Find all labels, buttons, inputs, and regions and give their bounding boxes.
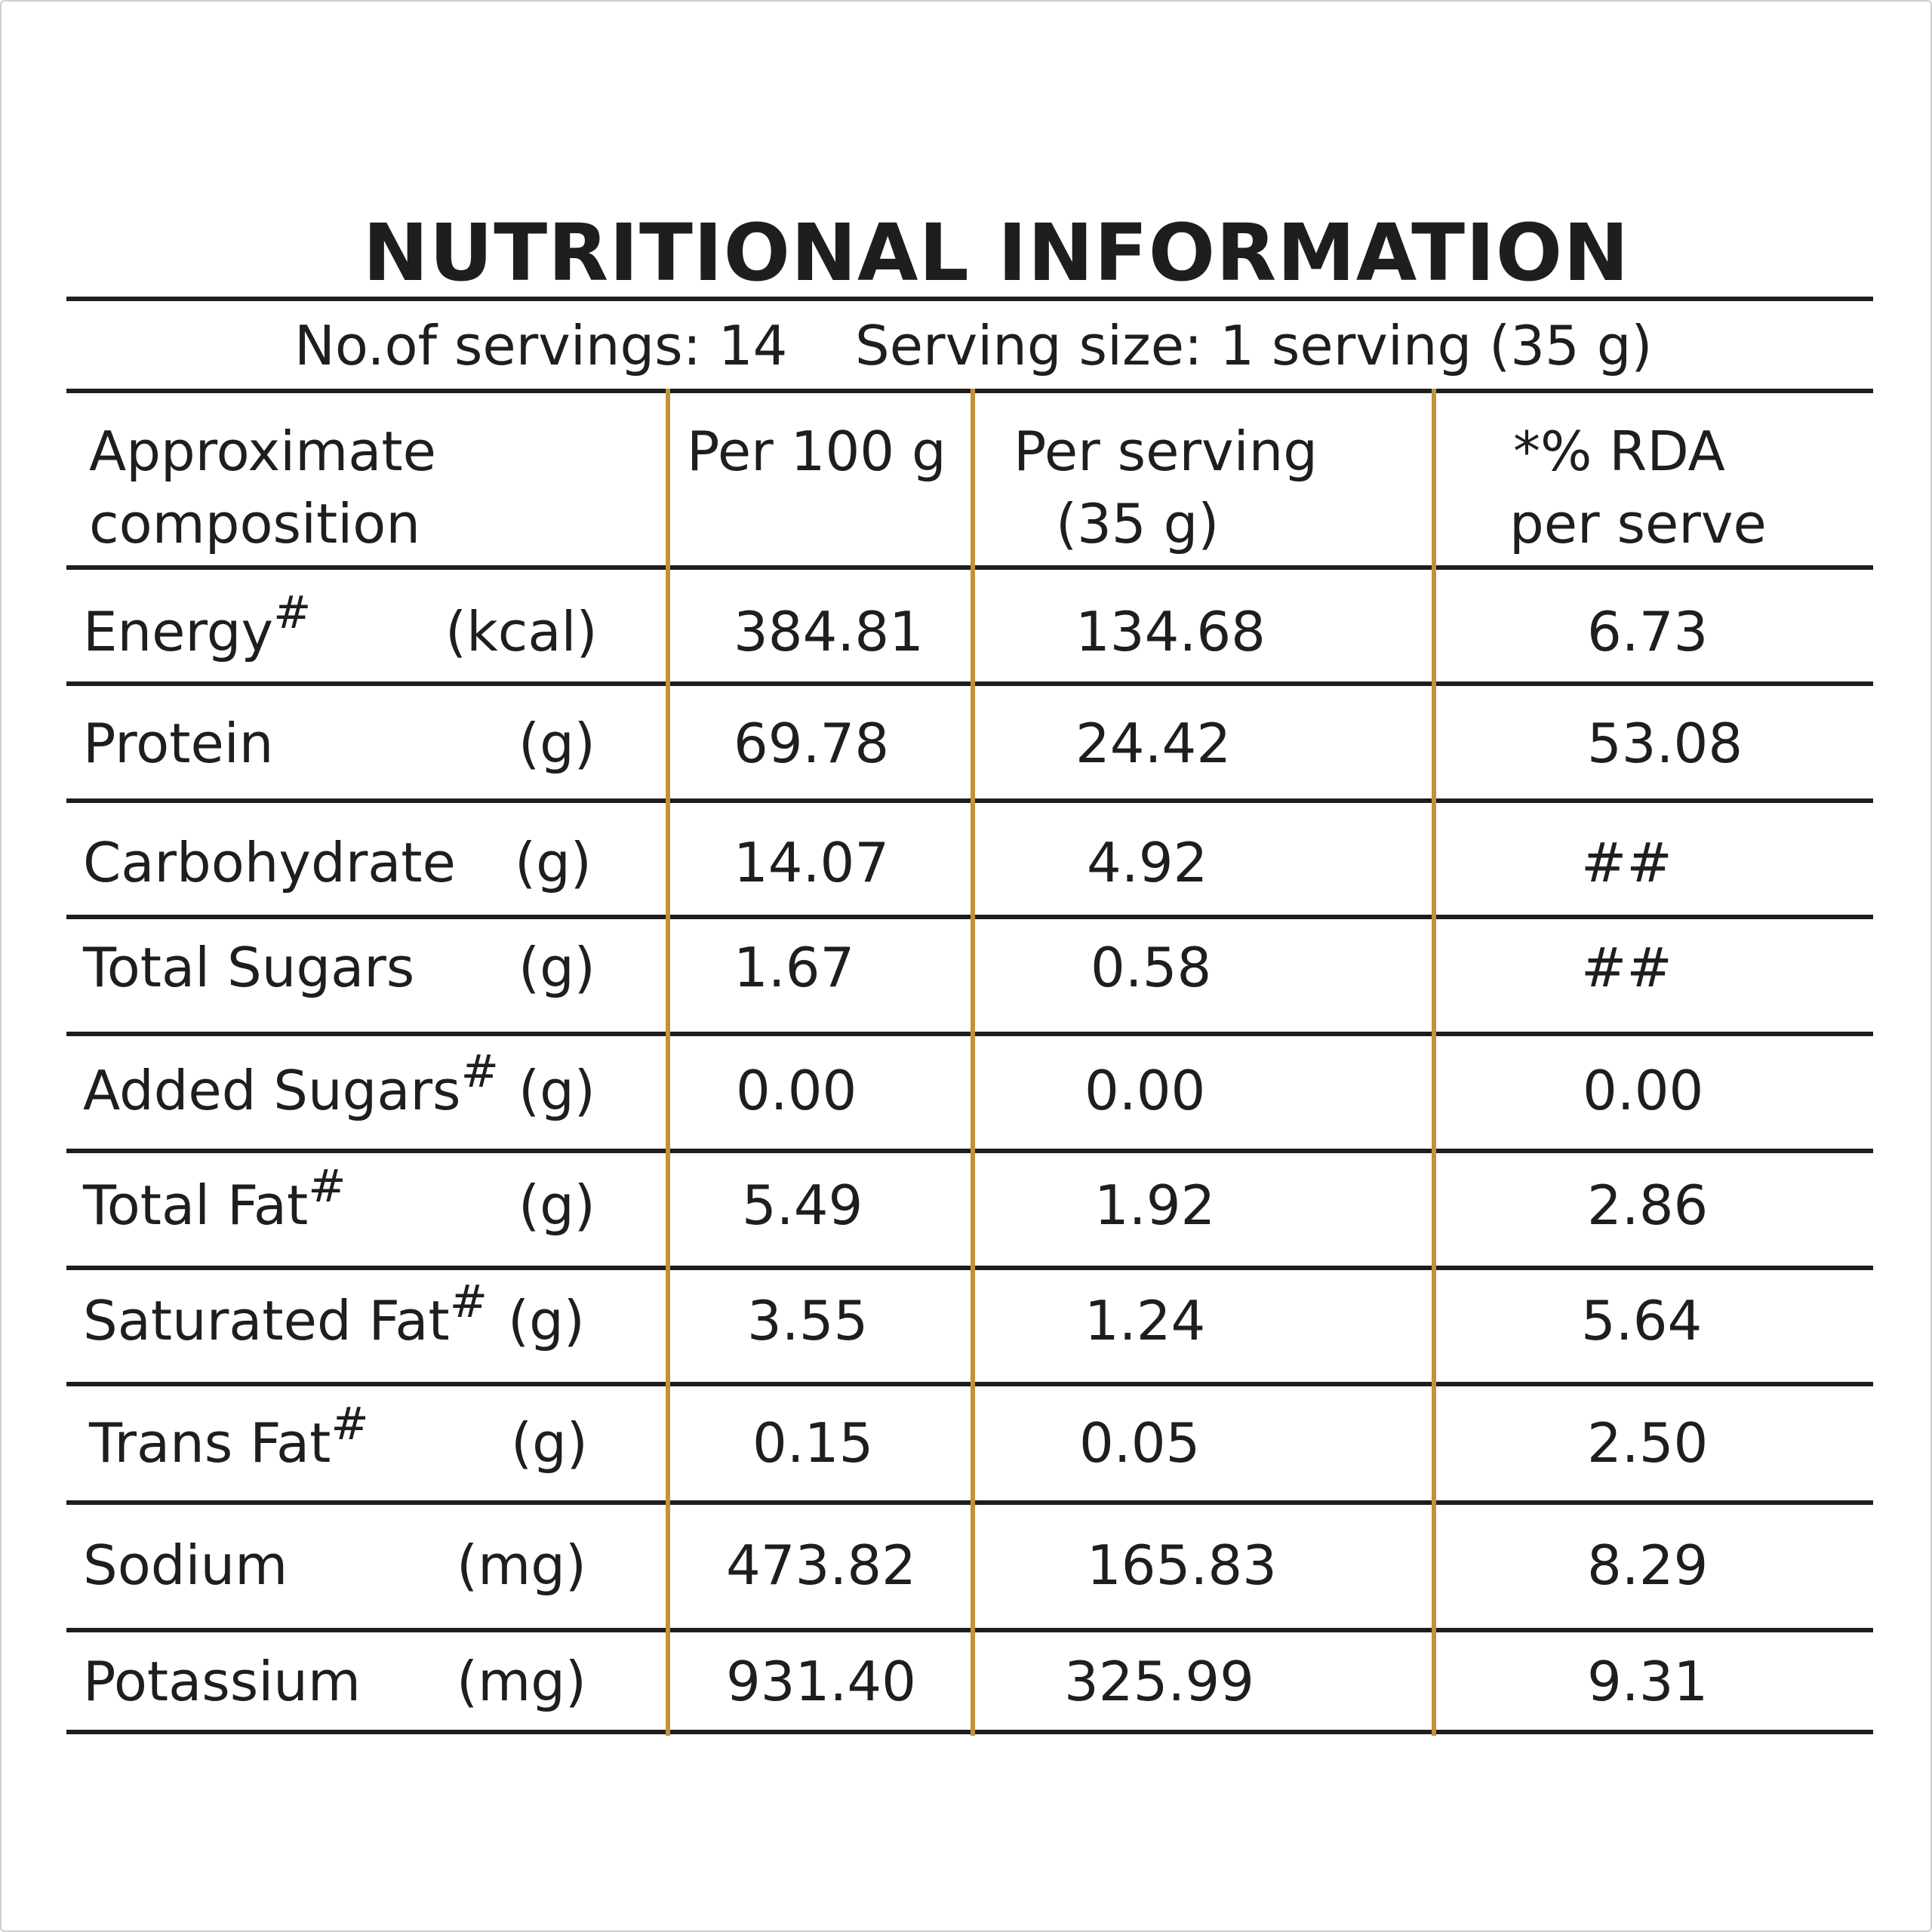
nutrient-unit: (g)	[515, 831, 592, 894]
value-rda: 2.50	[1587, 1411, 1709, 1475]
value-per100: 0.00	[736, 1059, 857, 1122]
value-per-serving: 1.24	[1084, 1289, 1206, 1352]
value-per-serving: 0.05	[1079, 1411, 1201, 1475]
value-per100: 384.81	[734, 600, 924, 663]
nutrient-name-energy: Energy#	[83, 586, 312, 663]
nutrient-name-carbohydrate: Carbohydrate	[83, 831, 456, 894]
nutrient-unit: (g)	[511, 1411, 588, 1475]
value-per100: 1.67	[734, 936, 855, 999]
header-per-serving-line1: Per serving	[1014, 420, 1318, 483]
nutrient-unit: (g)	[508, 1289, 585, 1352]
nutrient-unit: (g)	[518, 1174, 595, 1237]
rule-top	[66, 297, 1873, 301]
value-per100: 473.82	[726, 1534, 916, 1597]
serving-size: Serving size: 1 serving (35 g)	[855, 314, 1653, 377]
nutrient-unit: (g)	[518, 712, 595, 775]
rule-row	[66, 1032, 1873, 1036]
header-per100: Per 100 g	[687, 420, 946, 483]
footnote-mark: #	[331, 1398, 369, 1451]
nutrient-unit: (g)	[518, 1059, 595, 1122]
nutrient-name-total-fat: Total Fat#	[83, 1160, 346, 1237]
nutrient-unit: (mg)	[457, 1650, 587, 1713]
rule-row	[66, 1266, 1873, 1270]
nutrient-name-trans-fat: Trans Fat#	[89, 1398, 369, 1475]
value-per-serving: 0.58	[1091, 936, 1212, 999]
value-rda: 53.08	[1587, 712, 1743, 775]
value-per-serving: 4.92	[1087, 831, 1208, 894]
rule-row	[66, 798, 1873, 803]
footnote-mark: #	[273, 586, 312, 639]
nutrient-name-saturated-fat: Saturated Fat#	[83, 1275, 488, 1352]
footnote-mark: #	[460, 1045, 499, 1098]
value-per-serving: 134.68	[1075, 600, 1266, 663]
value-per-serving: 1.92	[1094, 1174, 1216, 1237]
rule-below-header	[66, 565, 1873, 570]
footnote-mark: #	[449, 1275, 488, 1328]
column-divider	[971, 389, 975, 1736]
value-rda: 5.64	[1581, 1289, 1703, 1352]
value-rda: 8.29	[1587, 1534, 1709, 1597]
nutrient-name-sodium: Sodium	[83, 1534, 288, 1597]
value-rda: ##	[1581, 831, 1672, 894]
value-rda: 0.00	[1583, 1059, 1704, 1122]
value-per-serving: 325.99	[1064, 1650, 1254, 1713]
value-per100: 69.78	[734, 712, 890, 775]
footnote-mark: #	[308, 1160, 346, 1213]
rule-row	[66, 1382, 1873, 1386]
value-rda: ##	[1581, 936, 1672, 999]
rule-bottom	[66, 1730, 1873, 1734]
header-per-serving-line2: (35 g)	[1056, 492, 1220, 555]
value-per100: 0.15	[752, 1411, 874, 1475]
header-rda-line2: per serve	[1509, 492, 1767, 555]
nutrient-name-added-sugars: Added Sugars#	[83, 1045, 499, 1122]
servings-count: No.of servings: 14	[294, 314, 788, 377]
rule-row	[66, 1149, 1873, 1153]
value-rda: 6.73	[1587, 600, 1709, 663]
rule-row	[66, 915, 1873, 919]
nutrient-name-total-sugars: Total Sugars	[83, 936, 415, 999]
value-per100: 5.49	[742, 1174, 863, 1237]
value-per100: 931.40	[726, 1650, 916, 1713]
value-per-serving: 24.42	[1075, 712, 1232, 775]
value-per100: 14.07	[734, 831, 890, 894]
rule-row	[66, 1628, 1873, 1632]
value-rda: 2.86	[1587, 1174, 1709, 1237]
nutrient-unit: (kcal)	[445, 600, 598, 663]
value-rda: 9.31	[1587, 1650, 1709, 1713]
header-composition-line2: composition	[89, 492, 420, 555]
rule-row	[66, 1500, 1873, 1505]
value-per-serving: 165.83	[1087, 1534, 1277, 1597]
column-divider	[1432, 389, 1436, 1736]
label-title: NUTRITIONAL INFORMATION	[362, 207, 1630, 299]
rule-row	[66, 681, 1873, 686]
value-per100: 3.55	[747, 1289, 869, 1352]
column-divider	[666, 389, 670, 1736]
nutrient-name-protein: Protein	[83, 712, 274, 775]
nutrient-name-potassium: Potassium	[83, 1650, 361, 1713]
value-per-serving: 0.00	[1084, 1059, 1206, 1122]
rule-below-servings	[66, 389, 1873, 393]
header-rda-line1: *% RDA	[1513, 420, 1725, 483]
nutrient-unit: (g)	[518, 936, 595, 999]
nutrient-unit: (mg)	[457, 1534, 587, 1597]
header-composition-line1: Approximate	[89, 420, 436, 483]
